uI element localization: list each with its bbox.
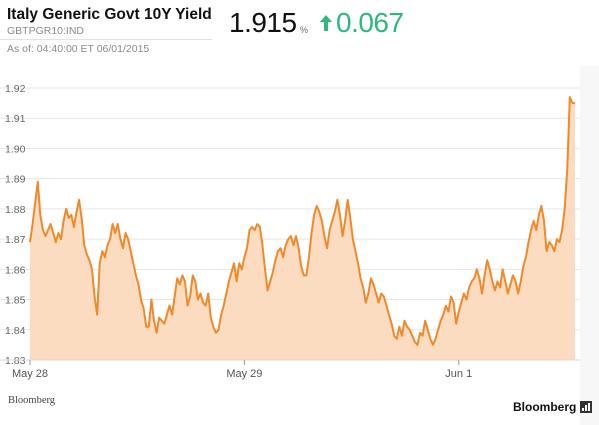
current-yield: 1.915 bbox=[229, 7, 297, 38]
price-unit: % bbox=[300, 25, 309, 35]
y-tick-label: 1.84 bbox=[5, 325, 26, 337]
arrow-up-icon bbox=[320, 15, 332, 31]
y-tick-label: 1.89 bbox=[5, 174, 26, 186]
header-divider bbox=[0, 39, 212, 40]
chart-area: 1.92 1.91 1.90 1.89 1.88 1.87 1.86 1.85 1.84 1.83… bbox=[0, 66, 599, 425]
change-value: 0.067 bbox=[336, 7, 404, 38]
security-title: Italy Generic Govt 10Y Yield bbox=[7, 6, 212, 23]
bar-chart-icon bbox=[580, 401, 593, 413]
y-tick-label: 1.83 bbox=[5, 355, 26, 367]
logo-text: Bloomberg bbox=[513, 400, 577, 414]
yield-chart: 1.92 1.91 1.90 1.89 1.88 1.87 1.86 1.85 1.84 1.83… bbox=[0, 66, 580, 425]
y-tick-label: 1.90 bbox=[5, 143, 26, 155]
y-tick-label: 1.85 bbox=[5, 295, 26, 307]
y-tick-label: 1.88 bbox=[5, 204, 26, 216]
quote-header: Italy Generic Govt 10Y Yield GBTPGR10:IN… bbox=[0, 0, 599, 66]
y-tick-label: 1.91 bbox=[5, 113, 26, 125]
bloomberg-logo[interactable]: Bloomberg bbox=[513, 400, 593, 414]
yield-change: 0.067 bbox=[318, 7, 404, 39]
x-tick-label: May 29 bbox=[226, 368, 262, 380]
yield-line bbox=[29, 96, 575, 346]
yield-area bbox=[30, 97, 575, 360]
x-tick-label: Jun 1 bbox=[445, 368, 472, 380]
source-label: Bloomberg bbox=[8, 395, 56, 406]
as-of-timestamp: As of: 04:40:00 ET 06/01/2015 bbox=[7, 43, 150, 55]
y-tick-label: 1.86 bbox=[5, 264, 26, 276]
y-tick-label: 1.87 bbox=[5, 234, 26, 246]
ticker-symbol: GBTPGR10:IND bbox=[7, 25, 85, 37]
y-tick-label: 1.92 bbox=[5, 83, 26, 95]
x-tick-label: May 28 bbox=[12, 368, 48, 380]
